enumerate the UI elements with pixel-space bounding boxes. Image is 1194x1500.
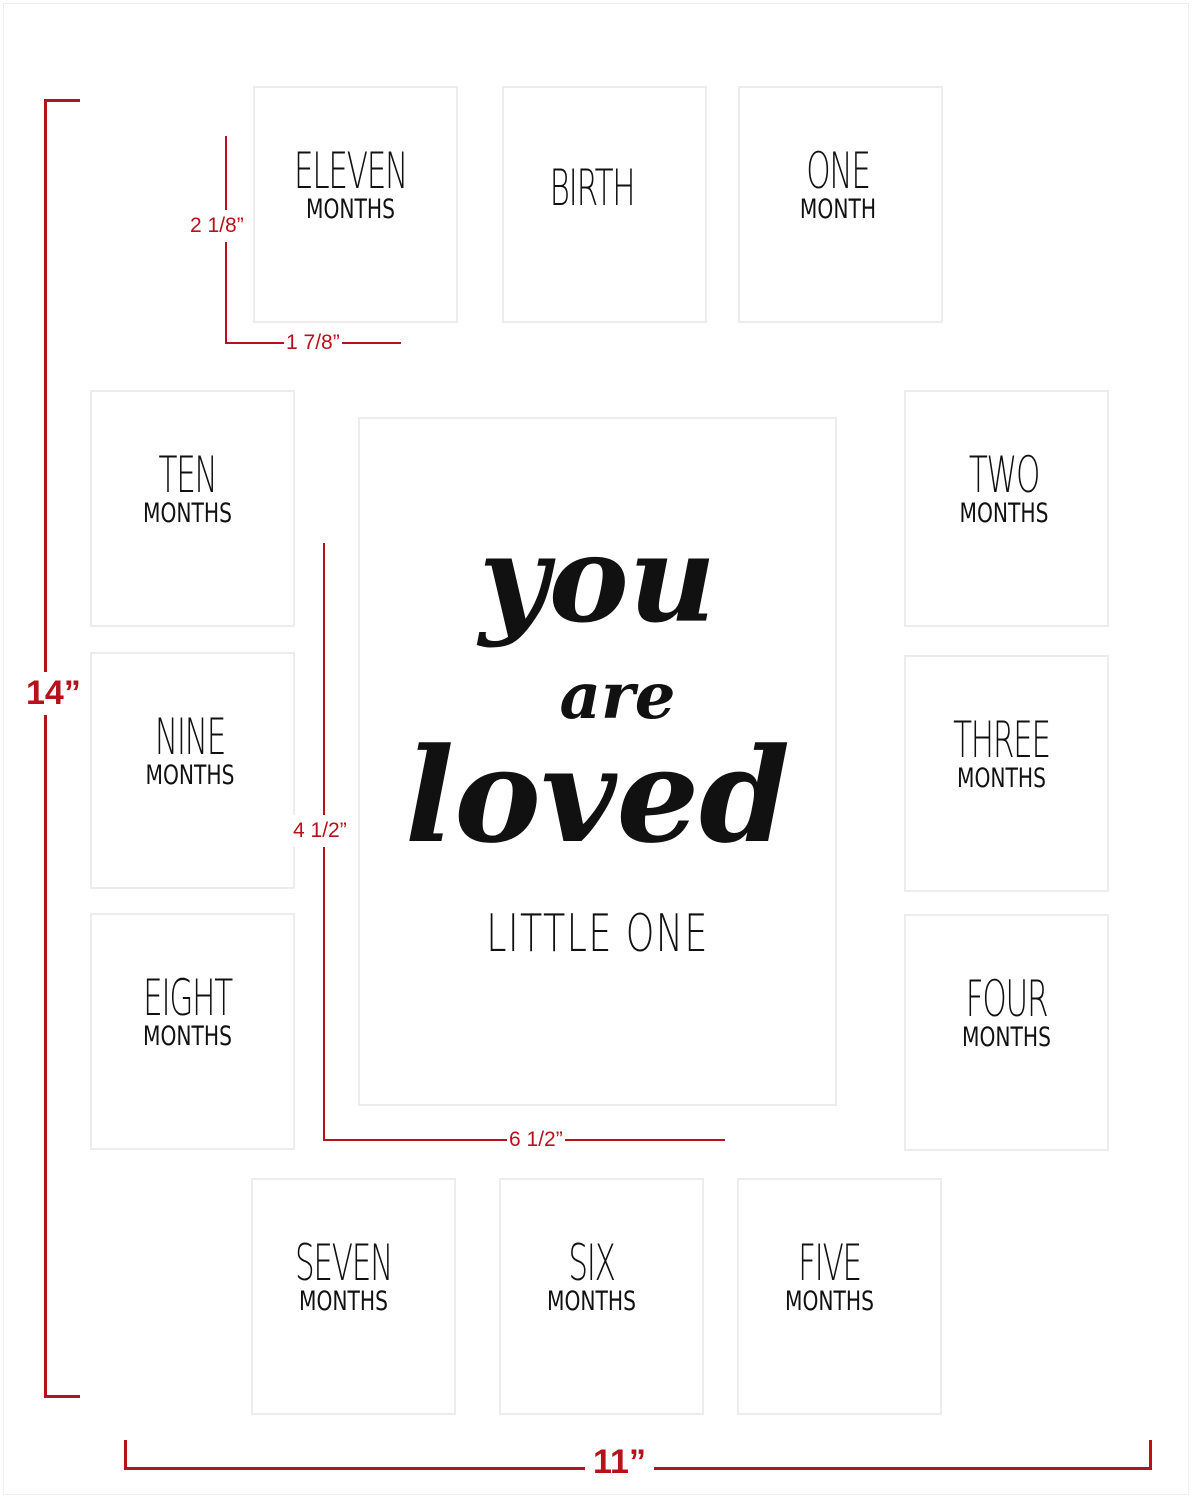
photo-opening-one: ONE MONTH xyxy=(738,86,943,323)
opening-title: BIRTH xyxy=(549,159,636,217)
photo-mat xyxy=(3,3,1189,1495)
height-dimension-line xyxy=(44,99,47,1398)
script-are: are xyxy=(559,659,676,734)
photo-opening-birth: BIRTH xyxy=(502,86,707,323)
center-opening: you are loved LITTLE ONE xyxy=(358,417,837,1106)
opening-subtitle: MONTHS xyxy=(956,763,1047,794)
photo-opening-four: FOUR MONTHS xyxy=(904,914,1109,1151)
opening-subtitle: MONTHS xyxy=(298,1286,389,1317)
opening-subtitle: MONTHS xyxy=(959,498,1049,529)
dimension-tick xyxy=(124,1440,127,1470)
opening-title: TWO xyxy=(968,446,1041,504)
height-label: 14” xyxy=(26,672,81,715)
center-height-label: 4 1/2” xyxy=(293,815,347,847)
photo-opening-ten: TEN MONTHS xyxy=(90,390,295,627)
opening-subtitle: MONTHS xyxy=(145,760,235,791)
photo-opening-eight: EIGHT MONTHS xyxy=(90,913,295,1150)
photo-opening-seven: SEVEN MONTHS xyxy=(251,1178,456,1415)
photo-opening-eleven: ELEVEN MONTHS xyxy=(253,86,458,323)
opening-title: TEN xyxy=(158,446,217,504)
small-width-label: 1 7/8” xyxy=(284,331,342,355)
opening-subtitle: MONTHS xyxy=(142,498,233,529)
opening-subtitle: MONTHS xyxy=(546,1286,637,1317)
dimension-tick xyxy=(44,99,80,102)
width-label: 11” xyxy=(585,1443,654,1482)
center-width-label: 6 1/2” xyxy=(507,1128,565,1152)
dimension-tick xyxy=(1149,1440,1152,1470)
photo-opening-two: TWO MONTHS xyxy=(904,390,1109,627)
dimension-tick xyxy=(44,1395,80,1398)
opening-title: SEVEN xyxy=(294,1234,393,1292)
opening-subtitle: MONTHS xyxy=(961,1022,1052,1053)
opening-title: EIGHT xyxy=(143,969,233,1027)
photo-opening-five: FIVE MONTHS xyxy=(737,1178,942,1415)
opening-subtitle: MONTHS xyxy=(784,1286,875,1317)
opening-title: FOUR xyxy=(965,970,1049,1028)
opening-subtitle: MONTH xyxy=(799,194,877,225)
photo-opening-six: SIX MONTHS xyxy=(499,1178,704,1415)
opening-title: ELEVEN xyxy=(294,142,408,200)
opening-title: NINE xyxy=(154,708,226,766)
script-you: you xyxy=(478,509,716,650)
opening-title: SIX xyxy=(568,1234,616,1292)
opening-subtitle: MONTHS xyxy=(305,194,396,225)
subtitle: LITTLE ONE xyxy=(486,904,709,964)
opening-title: FIVE xyxy=(798,1234,862,1292)
small-height-label: 2 1/8” xyxy=(190,210,244,242)
opening-title: THREE xyxy=(953,711,1051,769)
photo-opening-three: THREE MONTHS xyxy=(904,655,1109,892)
opening-title: ONE xyxy=(806,142,871,200)
script-loved: loved xyxy=(404,719,791,872)
photo-opening-nine: NINE MONTHS xyxy=(90,652,295,889)
opening-subtitle: MONTHS xyxy=(142,1021,233,1052)
